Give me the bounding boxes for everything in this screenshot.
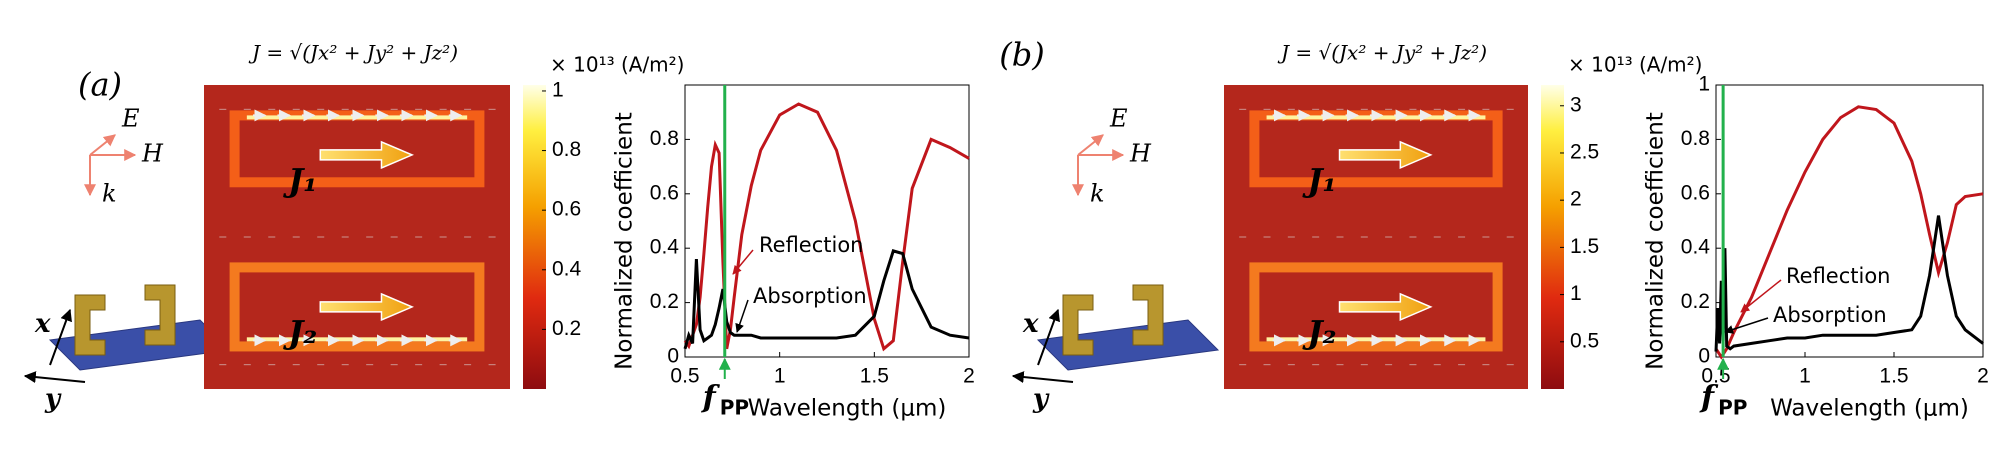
y-tick-label: 0.8 [650, 127, 679, 150]
colorbar-tick-label: 2 [1570, 188, 1582, 211]
x-tick-label: 1.5 [1879, 365, 1908, 388]
x-tick-label: 0.5 [670, 365, 699, 388]
plot-frame [684, 84, 970, 358]
y-label: y [1032, 384, 1050, 414]
series-label: Reflection [759, 233, 864, 257]
series-label: Reflection [1786, 264, 1891, 288]
y-tick-label: 0.4 [650, 236, 680, 259]
h-label: H [1129, 140, 1152, 168]
x-label: x [1022, 309, 1039, 339]
x-axis-label: Wavelength (μm) [1770, 396, 1969, 422]
x-tick-label: 1 [774, 365, 786, 388]
series-label: Absorption [1773, 303, 1887, 327]
colorbar [523, 85, 546, 389]
gold-resonator [1062, 294, 1094, 356]
y-tick-label: 0.6 [650, 181, 679, 204]
e-arrow [1077, 134, 1104, 156]
colorbar [1541, 85, 1564, 389]
colorbar-tick-label: 0.2 [552, 317, 581, 340]
y-tick-label: 0.2 [1681, 290, 1710, 313]
x-axis-label: Wavelength (μm) [748, 396, 947, 422]
panel-label: (b) [999, 36, 1044, 74]
series-label: Absorption [753, 284, 867, 308]
x-axis-arrow [49, 308, 72, 366]
current-ring [229, 262, 485, 352]
y-tick-label: 0.4 [1681, 236, 1711, 259]
e-label: E [121, 105, 140, 133]
x-tick-label: 2 [1977, 365, 1989, 388]
current-label: J₂ [1301, 313, 1336, 351]
y-axis-arrow [23, 371, 86, 384]
y-tick-label: 0.6 [1681, 181, 1710, 204]
formula: J = √(Jx² + Jy² + Jz²) [1277, 41, 1487, 65]
y-label: y [44, 384, 62, 414]
y-tick-label: 1 [1698, 73, 1710, 96]
colorbar-tick-label: 1 [552, 79, 564, 102]
y-tick-label: 0.8 [1681, 127, 1710, 150]
x-label: x [34, 309, 51, 339]
current-arrow [1338, 292, 1433, 322]
y-tick-label: 0 [667, 345, 679, 368]
marker-label-sub: PP [720, 396, 749, 420]
marker-label: f [701, 380, 721, 415]
colorbar-tick-label: 1.5 [1570, 235, 1599, 258]
current-arrow [319, 292, 414, 322]
colorbar-unit: × 10¹³ (A/m²) [550, 53, 684, 77]
colorbar-tick-label: 2.5 [1570, 141, 1599, 164]
y-tick-label: 0.2 [650, 290, 679, 313]
gold-resonator [1132, 284, 1164, 346]
e-label: E [1109, 105, 1128, 133]
plot-frame [1715, 84, 1984, 358]
series-pointer [732, 249, 754, 275]
x-axis-arrow [1037, 308, 1060, 366]
substrate [1036, 319, 1220, 371]
current-label: J₁ [1301, 161, 1336, 199]
y-axis-label: Normalized coefficient [612, 112, 638, 370]
x-tick-label: 1 [1799, 365, 1811, 388]
k-label: k [1090, 180, 1105, 208]
current-arrow [1338, 140, 1433, 170]
current-label: J₂ [282, 313, 317, 351]
colorbar-tick-label: 3 [1570, 93, 1582, 116]
colorbar-tick-label: 0.5 [1570, 329, 1599, 352]
colorbar-unit: × 10¹³ (A/m²) [1568, 53, 1702, 77]
y-tick-label: 0 [1698, 345, 1710, 368]
gold-resonator [144, 284, 176, 346]
colorbar-tick-label: 0.6 [552, 198, 581, 221]
series-pointer [1740, 279, 1782, 313]
formula: J = √(Jx² + Jy² + Jz²) [248, 41, 458, 65]
marker-label-sub: PP [1718, 396, 1747, 420]
k-label: k [102, 180, 117, 208]
e-arrow [89, 134, 116, 156]
gold-resonator [74, 294, 106, 356]
current-ring [1249, 262, 1503, 352]
x-tick-label: 2 [963, 365, 975, 388]
colorbar-tick-label: 0.8 [552, 138, 581, 161]
h-label: H [141, 140, 164, 168]
y-axis-arrow [1011, 371, 1074, 384]
line-series [683, 249, 970, 350]
y-axis-label: Normalized coefficient [1643, 112, 1669, 370]
current-arrow [319, 140, 414, 170]
series-pointer [735, 299, 749, 333]
panel-label: (a) [78, 66, 122, 104]
colorbar-tick-label: 0.4 [552, 257, 582, 280]
series-pointer [1724, 317, 1769, 334]
x-tick-label: 1.5 [860, 365, 889, 388]
current-label: J₁ [282, 161, 317, 199]
colorbar-tick-label: 1 [1570, 282, 1582, 305]
line-series [683, 102, 970, 352]
